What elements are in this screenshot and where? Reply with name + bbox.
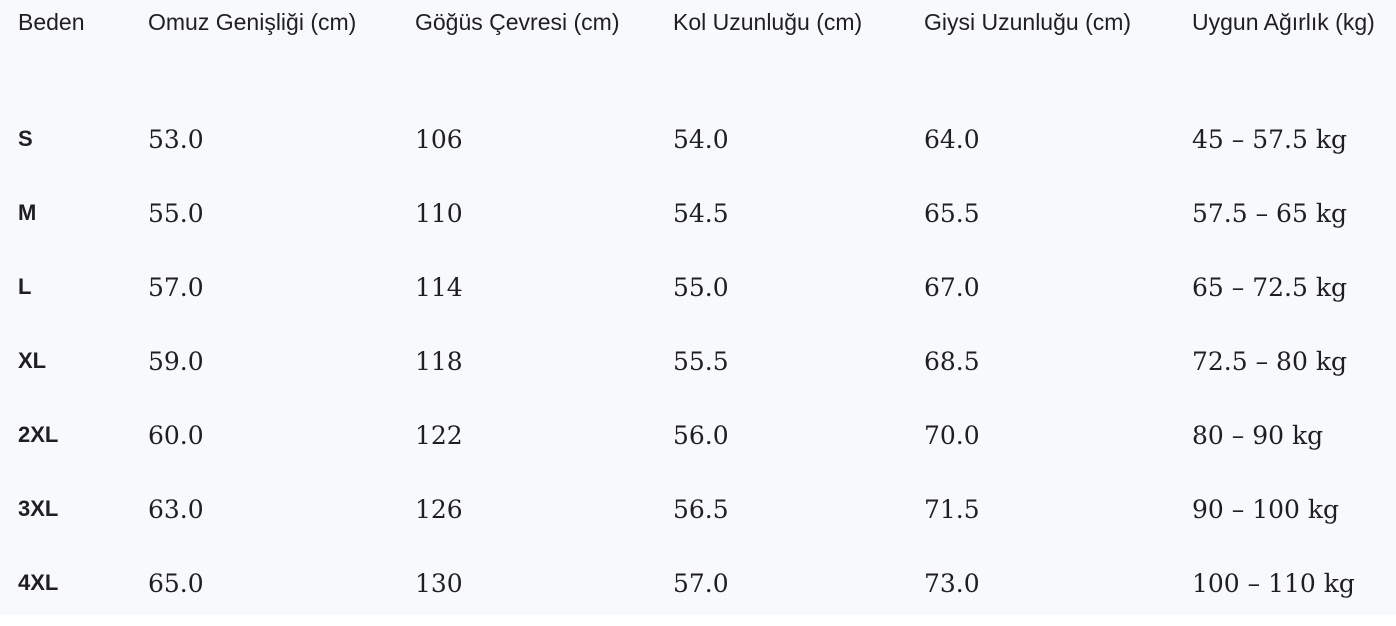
header-shoulder: Omuz Genişliği (cm) xyxy=(148,9,357,35)
cell-size: XL xyxy=(18,348,47,373)
cell-size: S xyxy=(18,126,33,151)
cell-weight: 90 – 100 kg xyxy=(1192,494,1340,524)
cell-sleeve: 55.5 xyxy=(673,346,729,376)
cell-shoulder: 59.0 xyxy=(148,346,204,376)
cell-size: M xyxy=(18,200,37,225)
cell-chest: 130 xyxy=(415,568,463,598)
cell-sleeve: 56.0 xyxy=(673,420,729,450)
cell-chest: 114 xyxy=(415,272,463,302)
cell-length: 64.0 xyxy=(924,124,980,154)
cell-weight: 57.5 – 65 kg xyxy=(1192,198,1347,228)
cell-size: L xyxy=(18,274,32,299)
cell-length: 67.0 xyxy=(924,272,980,302)
cell-weight: 45 – 57.5 kg xyxy=(1192,124,1347,154)
cell-size: 4XL xyxy=(18,570,59,595)
cell-shoulder: 53.0 xyxy=(148,124,204,154)
cell-length: 71.5 xyxy=(924,494,980,524)
header-weight: Uygun Ağırlık (kg) xyxy=(1192,9,1375,35)
header-row: Beden Omuz Genişliği (cm) Göğüs Çevresi … xyxy=(0,0,1396,102)
cell-chest: 118 xyxy=(415,346,463,376)
cell-shoulder: 60.0 xyxy=(148,420,204,450)
cell-size: 2XL xyxy=(18,422,59,447)
cell-length: 68.5 xyxy=(924,346,980,376)
cell-length: 73.0 xyxy=(924,568,980,598)
table-row: 3XL 63.0 126 56.5 71.5 90 – 100 kg xyxy=(0,472,1396,546)
cell-chest: 126 xyxy=(415,494,463,524)
table-row: M 55.0 110 54.5 65.5 57.5 – 65 kg xyxy=(0,176,1396,250)
cell-length: 65.5 xyxy=(924,198,980,228)
header-size: Beden xyxy=(18,9,85,35)
table-row: 4XL 65.0 130 57.0 73.0 100 – 110 kg xyxy=(0,546,1396,620)
cell-sleeve: 54.0 xyxy=(673,124,729,154)
cell-shoulder: 57.0 xyxy=(148,272,204,302)
table-row: XL 59.0 118 55.5 68.5 72.5 – 80 kg xyxy=(0,324,1396,398)
cell-chest: 110 xyxy=(415,198,463,228)
cell-shoulder: 55.0 xyxy=(148,198,204,228)
cell-size: 3XL xyxy=(18,496,59,521)
table-row: S 53.0 106 54.0 64.0 45 – 57.5 kg xyxy=(0,102,1396,176)
cell-weight: 100 – 110 kg xyxy=(1192,568,1355,598)
table-row: 2XL 60.0 122 56.0 70.0 80 – 90 kg xyxy=(0,398,1396,472)
cell-sleeve: 57.0 xyxy=(673,568,729,598)
cell-chest: 106 xyxy=(415,124,463,154)
cell-sleeve: 54.5 xyxy=(673,198,729,228)
table-row: L 57.0 114 55.0 67.0 65 – 72.5 kg xyxy=(0,250,1396,324)
cell-weight: 65 – 72.5 kg xyxy=(1192,272,1347,302)
header-length: Giysi Uzunluğu (cm) xyxy=(924,9,1132,35)
cell-shoulder: 65.0 xyxy=(148,568,204,598)
cell-weight: 80 – 90 kg xyxy=(1192,420,1324,450)
cell-length: 70.0 xyxy=(924,420,980,450)
cell-sleeve: 56.5 xyxy=(673,494,729,524)
cell-weight: 72.5 – 80 kg xyxy=(1192,346,1347,376)
header-chest: Göğüs Çevresi (cm) xyxy=(415,9,620,35)
cell-chest: 122 xyxy=(415,420,463,450)
cell-sleeve: 55.0 xyxy=(673,272,729,302)
cell-shoulder: 63.0 xyxy=(148,494,204,524)
header-sleeve: Kol Uzunluğu (cm) xyxy=(673,9,863,35)
